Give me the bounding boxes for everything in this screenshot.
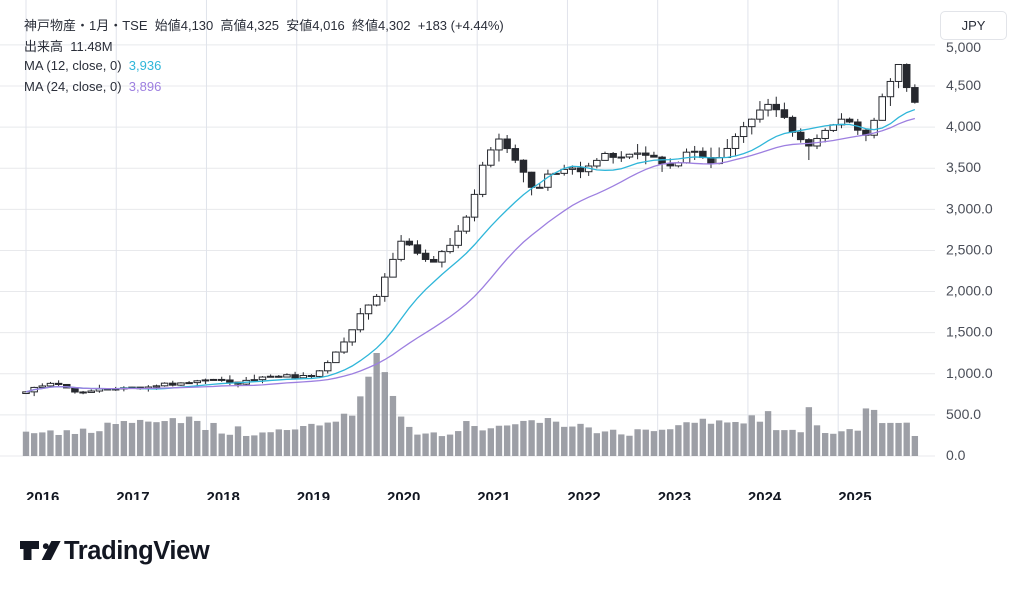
svg-text:2016: 2016 — [26, 489, 59, 500]
svg-text:2019: 2019 — [297, 489, 330, 500]
svg-text:0.0: 0.0 — [946, 447, 966, 463]
svg-text:2017: 2017 — [116, 489, 149, 500]
svg-text:2021: 2021 — [477, 489, 510, 500]
svg-text:2,500.0: 2,500.0 — [946, 241, 993, 257]
svg-text:2020: 2020 — [387, 489, 420, 500]
svg-text:1,000.0: 1,000.0 — [946, 365, 993, 381]
svg-text:2022: 2022 — [567, 489, 600, 500]
svg-text:4,500: 4,500 — [946, 77, 981, 93]
svg-text:3,000.0: 3,000.0 — [946, 200, 993, 216]
svg-text:2025: 2025 — [838, 489, 871, 500]
svg-text:2024: 2024 — [748, 489, 782, 500]
svg-text:4,000: 4,000 — [946, 118, 981, 134]
svg-text:2023: 2023 — [658, 489, 691, 500]
svg-text:500.0: 500.0 — [946, 406, 981, 422]
svg-text:5,000: 5,000 — [946, 39, 981, 55]
svg-text:3,500: 3,500 — [946, 159, 981, 175]
svg-text:2,000.0: 2,000.0 — [946, 283, 993, 299]
svg-text:1,500.0: 1,500.0 — [946, 324, 993, 340]
svg-text:2018: 2018 — [207, 489, 240, 500]
